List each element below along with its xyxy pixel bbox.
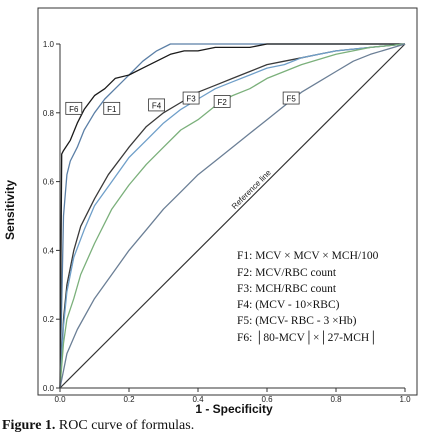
x-tick-label: 0.6	[261, 395, 273, 404]
caption-text: ROC curve of formulas.	[55, 418, 195, 433]
curve-label-f5: F5	[282, 91, 300, 105]
series-line-f1	[59, 43, 405, 389]
series-line-f5	[59, 43, 406, 389]
curve-label-box	[213, 95, 231, 108]
curve-label-text: F6	[69, 105, 79, 114]
y-tick-label: 0.2	[43, 315, 55, 324]
legend-entry: F4: (MCV - 10×RBC)	[237, 299, 340, 311]
curve-label-text: F3	[186, 95, 196, 104]
legend-entry: F5: (MCV- RBC - 3 ×Hb)	[237, 315, 357, 327]
curve-label-box	[148, 98, 166, 112]
legend-entry: F6: │80-MCV│×│27-MCH│	[237, 330, 377, 345]
curve-label-f4: F4	[148, 98, 166, 112]
curve-label-box	[182, 91, 200, 105]
x-axis-title: 1 - Specificity	[195, 402, 273, 416]
x-tick-label: 0.2	[123, 395, 135, 404]
y-axis-title: Sensitivity	[3, 180, 17, 240]
y-tick-label: 0.6	[43, 178, 55, 187]
x-tick-label: 0.4	[192, 395, 204, 404]
series-line-f6	[59, 43, 405, 389]
curve-label-box	[103, 101, 121, 115]
legend-entry: F2: MCV/RBC count	[237, 267, 337, 279]
curve-label-box	[65, 101, 83, 115]
y-tick-label: 1.0	[43, 40, 55, 49]
x-tick-label: 0.0	[54, 395, 66, 404]
curve-label-f3: F3	[182, 91, 200, 105]
caption-label: Figure 1.	[2, 418, 56, 433]
curve-label-f1: F1	[103, 101, 121, 115]
x-tick-label: 1.0	[399, 395, 411, 404]
curve-label-text: F5	[286, 95, 296, 104]
curve-label-f2: F2	[213, 95, 231, 108]
plot-area	[37, 7, 418, 396]
curve-label-text: F1	[107, 105, 117, 114]
y-tick-label: 0.4	[43, 246, 55, 255]
legend-entry: F1: MCV × MCV × MCH/100	[237, 250, 379, 262]
figure-caption: Figure 1. ROC curve of formulas.	[2, 418, 428, 438]
x-tick-label: 0.8	[330, 395, 342, 404]
series-line-f2	[59, 43, 406, 389]
curve-label-text: F4	[152, 101, 162, 110]
curve-label-text: F2	[217, 98, 227, 107]
curve-label-f6: F6	[65, 101, 83, 115]
y-tick-label: 0.0	[43, 384, 55, 393]
curve-label-box	[282, 91, 300, 105]
legend-entry: F3: MCH/RBC count	[237, 283, 337, 295]
y-tick-label: 0.8	[43, 109, 55, 118]
legend: F1: MCV × MCV × MCH/100 F2: MCV/RBC coun…	[237, 250, 379, 345]
series-line-f3	[59, 43, 406, 389]
reference-line	[59, 43, 406, 389]
